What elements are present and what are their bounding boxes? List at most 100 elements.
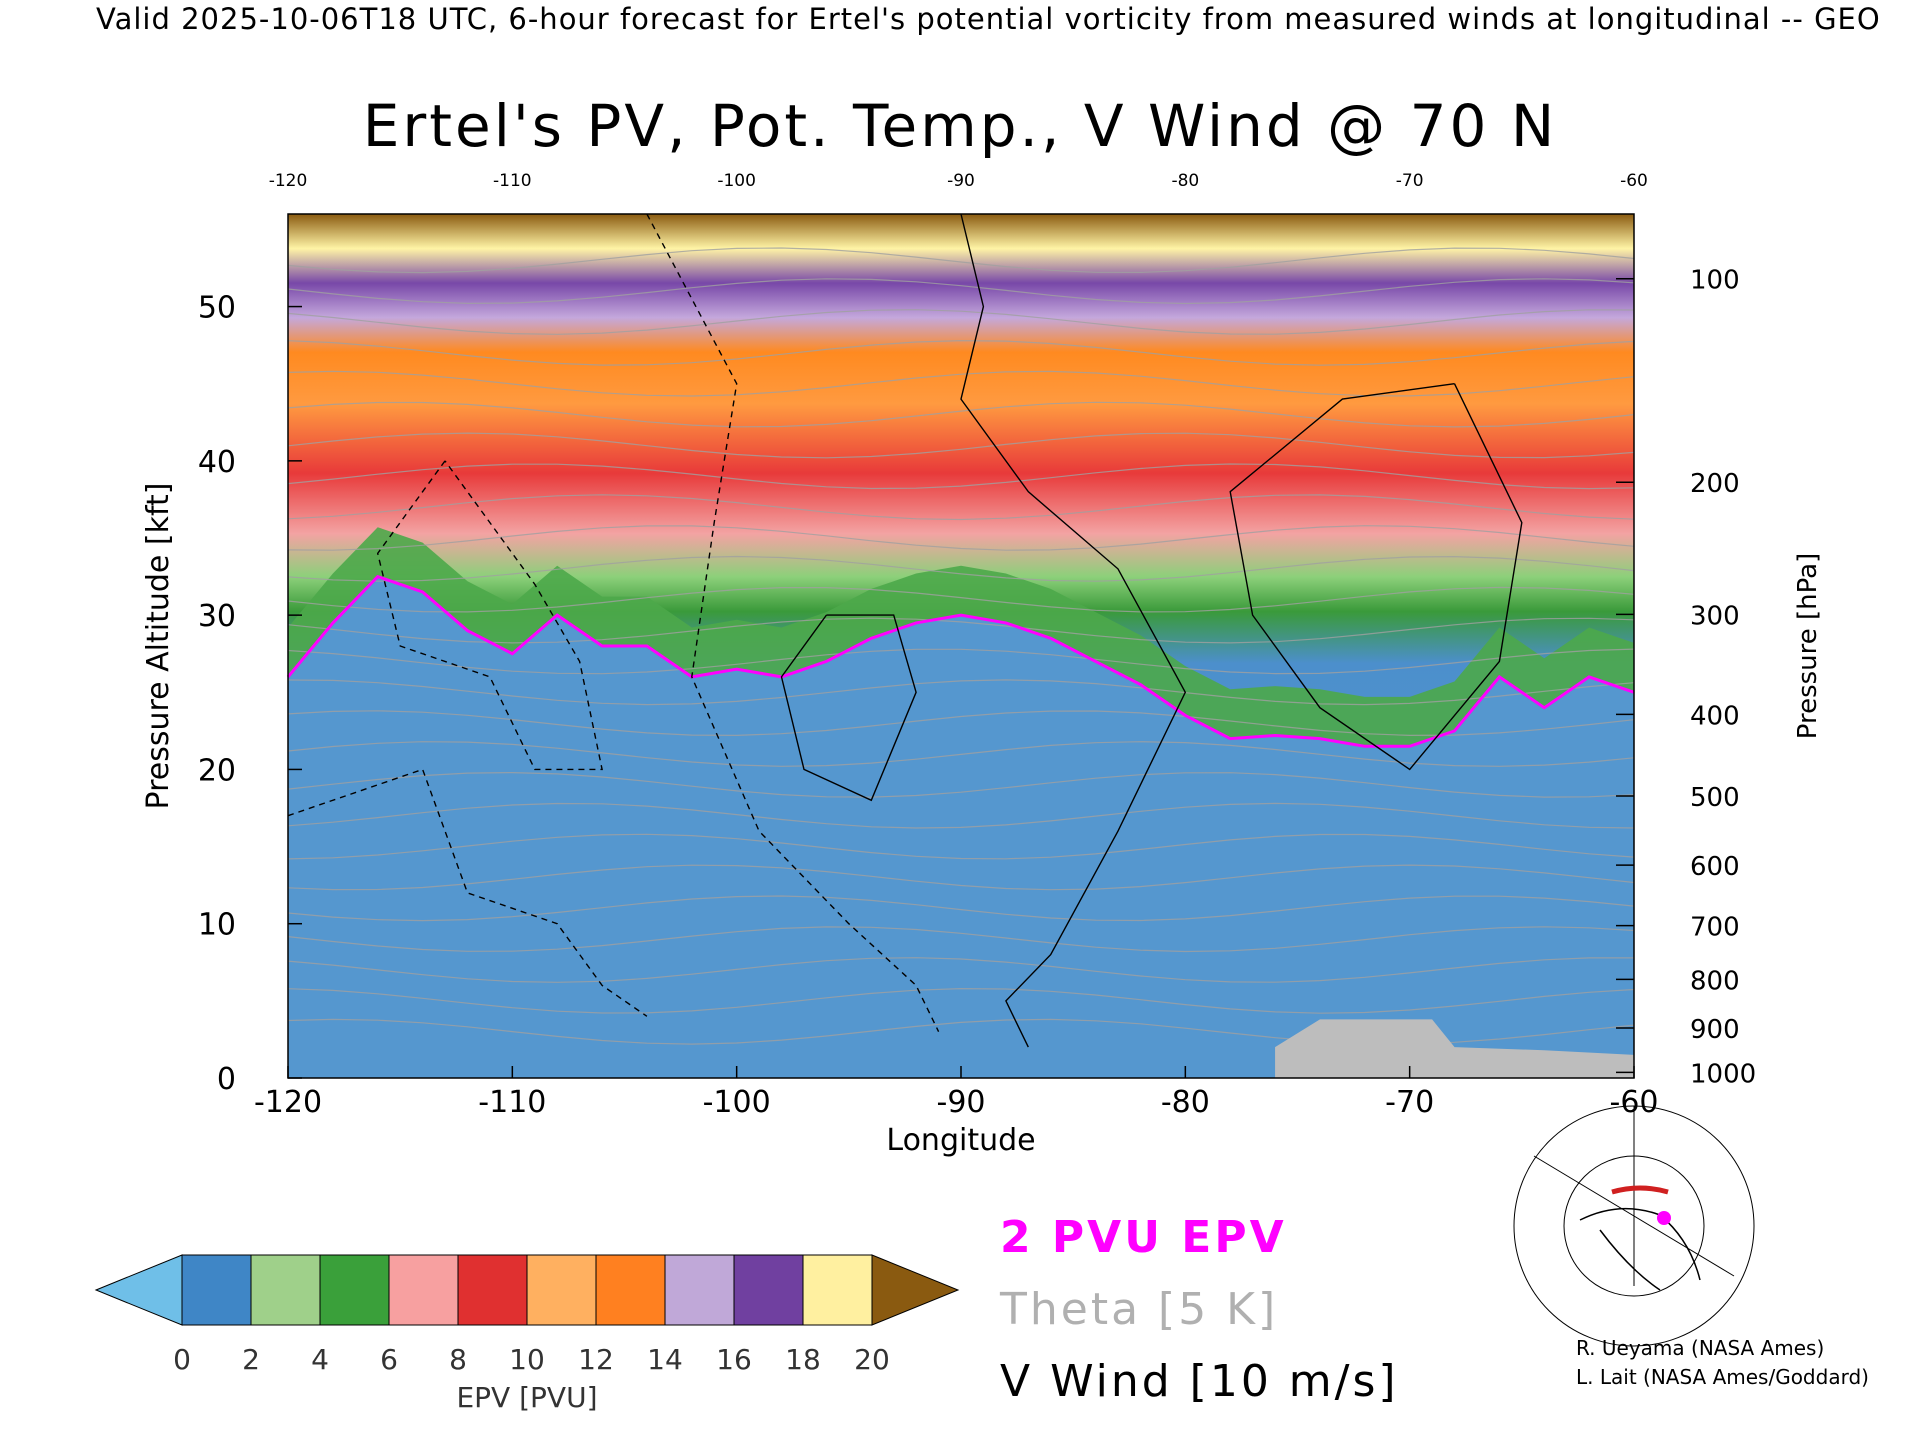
v-wind-contour bbox=[780, 614, 917, 802]
colorbar-segment bbox=[250, 1254, 321, 1326]
pressure-tick-label: 1000 bbox=[1690, 1059, 1756, 1089]
theta-contour bbox=[287, 247, 1635, 274]
y2-axis-label: Pressure [hPa] bbox=[1793, 553, 1823, 740]
theta-contour bbox=[287, 741, 1635, 767]
colorbar-tick-label: 0 bbox=[173, 1343, 191, 1376]
colorbar-segment bbox=[457, 1254, 528, 1326]
top-tick-label: -60 bbox=[1620, 171, 1648, 191]
theta-contour bbox=[287, 309, 1635, 335]
v-wind-contour bbox=[646, 213, 940, 1033]
theta-contour bbox=[287, 895, 1635, 922]
y-tick-label: 50 bbox=[198, 291, 236, 326]
pressure-tick-label: 100 bbox=[1690, 266, 1740, 296]
colorbar-tick-label: 4 bbox=[311, 1343, 329, 1376]
y-axis-label: Pressure Altitude [kft] bbox=[141, 483, 176, 810]
x-tick-label: -70 bbox=[1385, 1085, 1434, 1120]
top-tick-label: -70 bbox=[1396, 171, 1424, 191]
colorbar-segment bbox=[802, 1254, 873, 1326]
legend-v-wind: V Wind [10 m/s] bbox=[1000, 1356, 1399, 1407]
x-tick-label: -120 bbox=[254, 1085, 322, 1120]
credit-line-1: R. Ueyama (NASA Ames) bbox=[1576, 1336, 1825, 1360]
pressure-tick-label: 900 bbox=[1690, 1015, 1740, 1045]
y-tick-label: 30 bbox=[198, 599, 236, 634]
x-tick-label: -90 bbox=[937, 1085, 986, 1120]
x-tick-label: -100 bbox=[703, 1085, 771, 1120]
legend-2pvu: 2 PVU EPV bbox=[1000, 1212, 1287, 1263]
x-tick-label: -110 bbox=[478, 1085, 546, 1120]
top-tick-label: -80 bbox=[1171, 171, 1199, 191]
theta-contour bbox=[287, 617, 1635, 644]
theta-contour bbox=[287, 833, 1635, 860]
colorbar-tick-label: 16 bbox=[716, 1343, 752, 1376]
theta-contour bbox=[287, 679, 1635, 706]
theta-contour bbox=[287, 648, 1635, 675]
theta-contour bbox=[287, 339, 1635, 366]
colorbar-segment bbox=[664, 1254, 735, 1326]
colorbar-under-arrow bbox=[94, 1254, 183, 1326]
valid-time-header: Valid 2025-10-06T18 UTC, 6-hour forecast… bbox=[96, 2, 1881, 36]
theta-contour bbox=[287, 401, 1635, 428]
y-tick-label: 20 bbox=[198, 753, 236, 788]
theta-contour bbox=[287, 525, 1635, 551]
colorbar-segment bbox=[595, 1254, 666, 1326]
x-tick-label: -80 bbox=[1161, 1085, 1210, 1120]
v-wind-contour bbox=[1229, 383, 1523, 771]
map-section-track bbox=[1611, 1185, 1669, 1195]
colorbar-tick-label: 20 bbox=[854, 1343, 890, 1376]
pressure-tick-label: 200 bbox=[1690, 469, 1740, 499]
v-wind-contour bbox=[376, 460, 603, 771]
green-band bbox=[288, 527, 1634, 747]
y-tick-label: 40 bbox=[198, 445, 236, 480]
pressure-tick-label: 700 bbox=[1690, 913, 1740, 943]
theta-contour bbox=[287, 463, 1635, 490]
colorbar-tick-label: 2 bbox=[242, 1343, 260, 1376]
top-tick-label: -100 bbox=[717, 171, 756, 191]
theta-contour bbox=[287, 771, 1635, 798]
x-axis-label: Longitude bbox=[886, 1123, 1035, 1158]
colorbar-label: EPV [PVU] bbox=[456, 1381, 597, 1414]
colorbar-segment bbox=[733, 1254, 804, 1326]
credit-line-2: L. Lait (NASA Ames/Goddard) bbox=[1576, 1365, 1869, 1389]
theta-contour bbox=[287, 957, 1634, 983]
colorbar-segment bbox=[319, 1254, 390, 1326]
legend-theta: Theta [5 K] bbox=[1000, 1284, 1279, 1335]
colorbar-tick-label: 8 bbox=[449, 1343, 467, 1376]
theta-contour bbox=[287, 494, 1635, 521]
theta-contour bbox=[287, 864, 1635, 891]
pressure-tick-label: 800 bbox=[1690, 966, 1740, 996]
colorbar-over-arrow bbox=[871, 1254, 960, 1326]
colorbar-tick-label: 14 bbox=[647, 1343, 683, 1376]
colorbar-segment bbox=[388, 1254, 459, 1326]
theta-contour bbox=[287, 926, 1635, 953]
pressure-tick-label: 400 bbox=[1690, 701, 1740, 731]
theta-contour bbox=[287, 710, 1635, 737]
pressure-tick-label: 600 bbox=[1690, 852, 1740, 882]
theta-contour bbox=[287, 555, 1635, 582]
pressure-tick-label: 300 bbox=[1690, 601, 1740, 631]
colorbar-tick-label: 6 bbox=[380, 1343, 398, 1376]
colorbar-segment bbox=[526, 1254, 597, 1326]
v-wind-contour bbox=[960, 213, 1187, 1048]
colorbar-tick-label: 10 bbox=[509, 1343, 545, 1376]
colorbar-segment bbox=[181, 1254, 252, 1326]
theta-contour bbox=[287, 987, 1635, 1014]
y-tick-label: 0 bbox=[217, 1062, 236, 1097]
map-location-marker bbox=[1657, 1211, 1671, 1225]
chart-title: Ertel's PV, Pot. Temp., V Wind @ 70 N bbox=[362, 92, 1558, 160]
map-meridian bbox=[1533, 1155, 1735, 1277]
colorbar-tick-label: 12 bbox=[578, 1343, 614, 1376]
tropopause-2pvu-line bbox=[286, 574, 1635, 748]
colorbar-tick-label: 18 bbox=[785, 1343, 821, 1376]
top-tick-label: -120 bbox=[269, 171, 308, 191]
theta-contour bbox=[287, 802, 1635, 829]
pressure-tick-label: 500 bbox=[1690, 783, 1740, 813]
theta-contour bbox=[287, 370, 1635, 397]
top-tick-label: -110 bbox=[493, 171, 532, 191]
theta-contour bbox=[287, 278, 1635, 305]
theta-contour bbox=[287, 432, 1635, 459]
y-tick-label: 10 bbox=[198, 908, 236, 943]
v-wind-contour bbox=[287, 768, 648, 1017]
top-tick-label: -90 bbox=[947, 171, 975, 191]
